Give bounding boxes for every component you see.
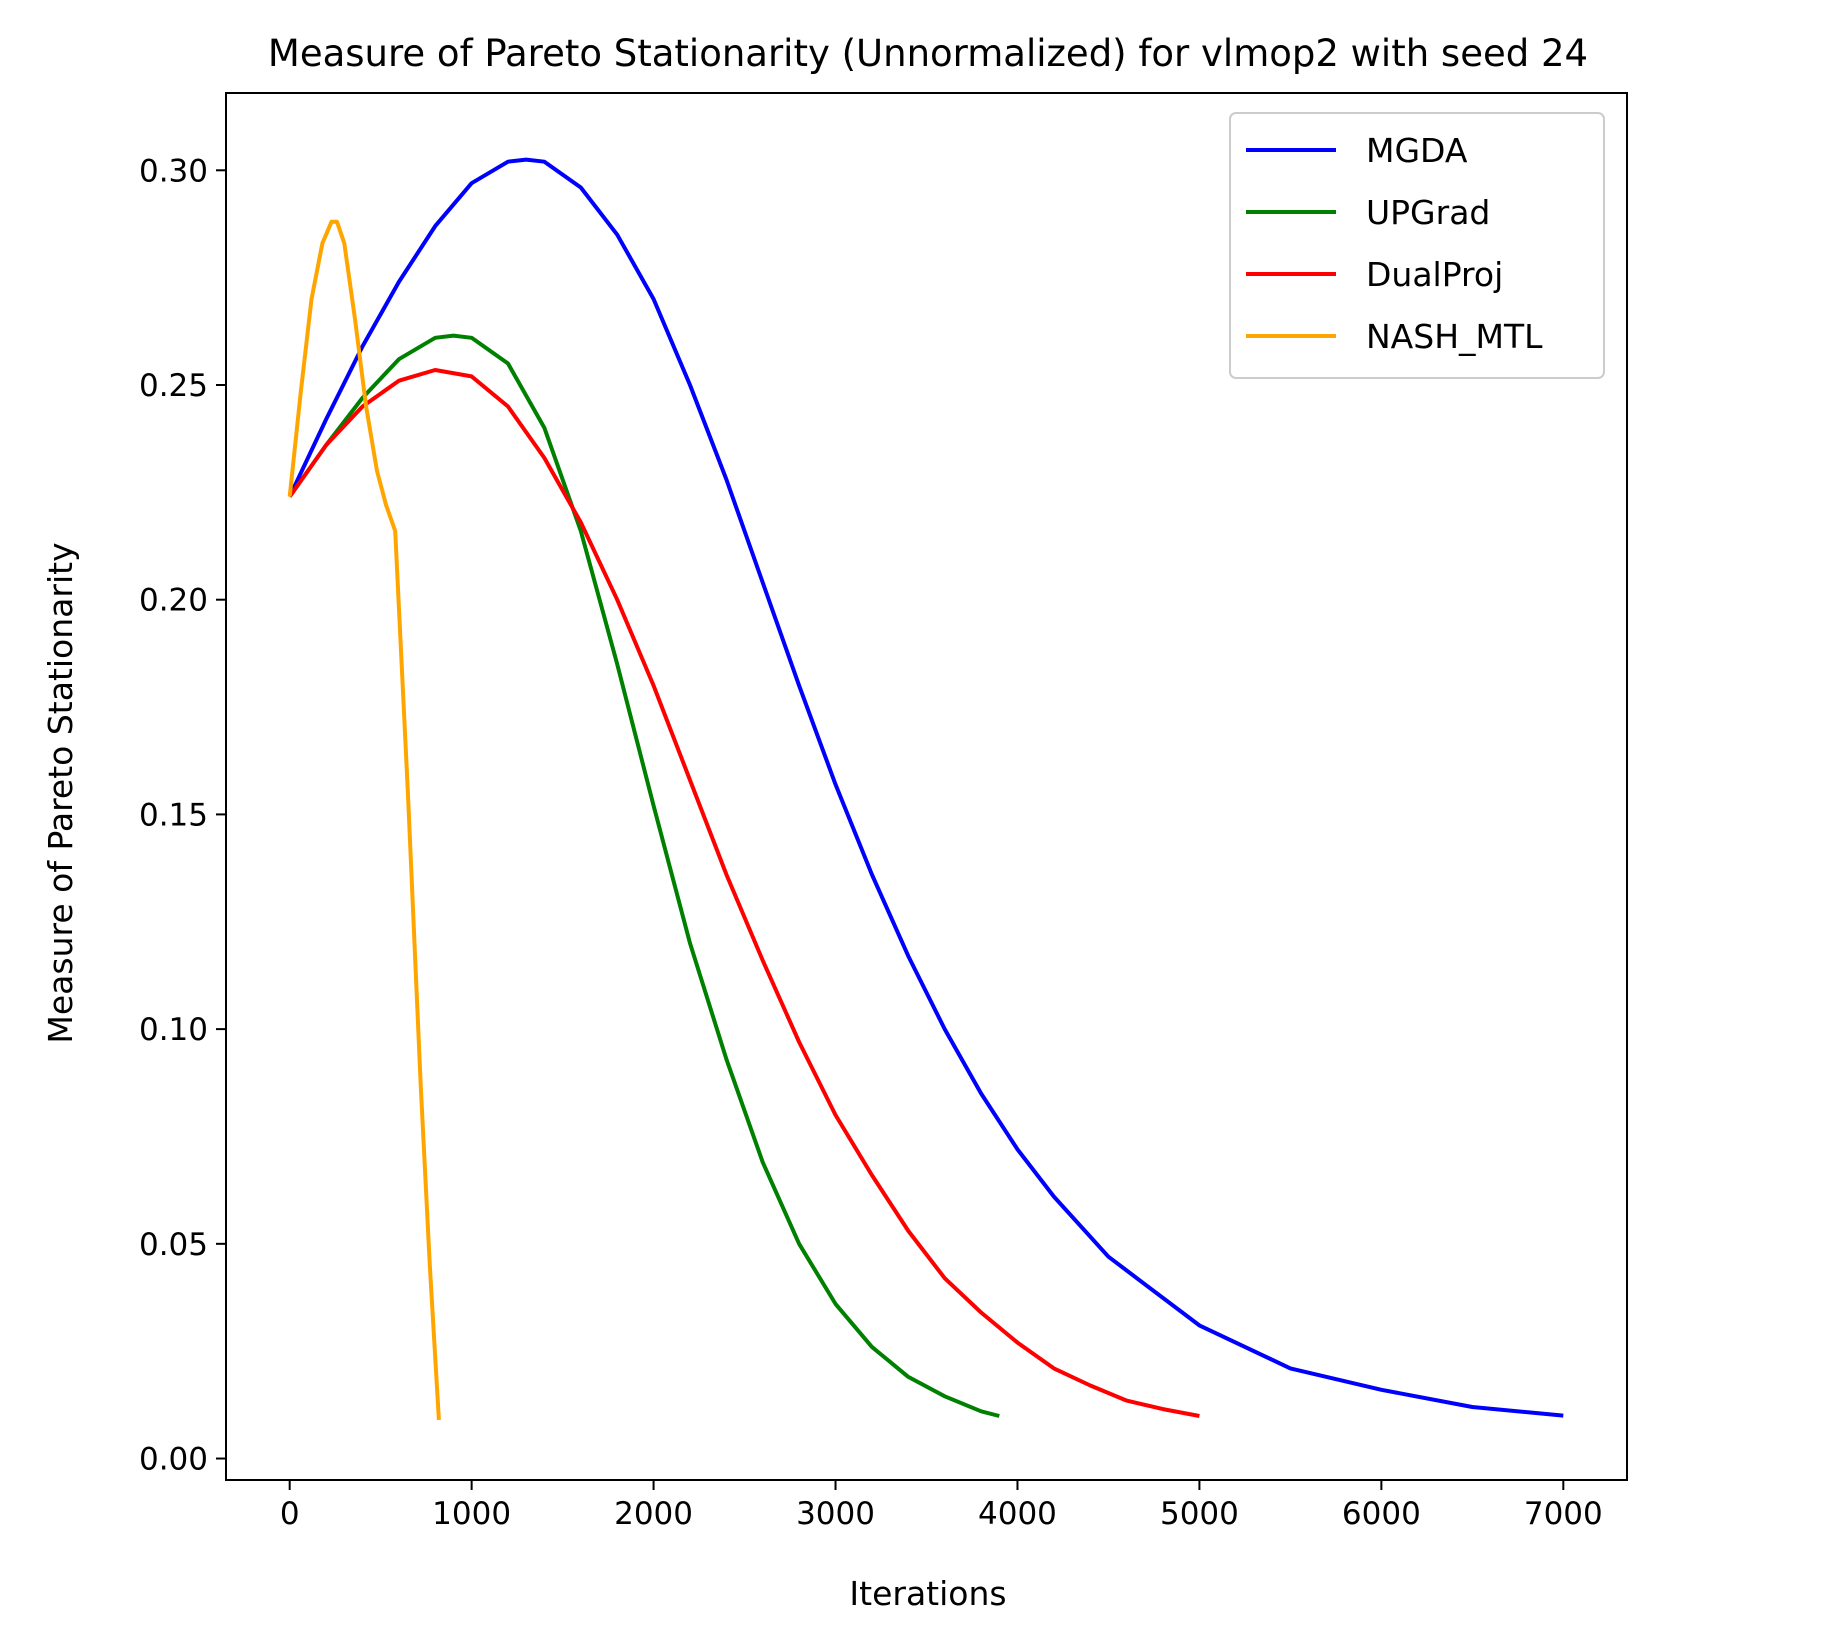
x-tick-label: 1000	[432, 1496, 511, 1532]
y-tick-label: 0.25	[139, 368, 208, 404]
y-tick-label: 0.05	[139, 1227, 208, 1263]
y-tick-label: 0.30	[139, 153, 208, 189]
legend-label: NASH_MTL	[1366, 317, 1543, 356]
series-line-upgrad	[288, 333, 1000, 1418]
x-tick-label: 3000	[796, 1496, 875, 1532]
x-tick-label: 0	[280, 1496, 300, 1532]
x-axis-label: Iterations	[849, 1574, 1006, 1613]
y-tick-label: 0.00	[139, 1442, 208, 1478]
x-tick-label: 7000	[1524, 1496, 1603, 1532]
series-line-dualproj	[288, 368, 1200, 1418]
y-tick-label: 0.10	[139, 1012, 208, 1048]
plot-area	[225, 92, 1628, 1481]
y-axis-label: Measure of Pareto Stationarity	[41, 542, 80, 1043]
y-tick-label: 0.20	[139, 583, 208, 619]
y-tick-label: 0.15	[139, 797, 208, 833]
series-lines	[287, 157, 1564, 1421]
x-tick-label: 2000	[614, 1496, 693, 1532]
legend-label: MGDA	[1366, 131, 1468, 170]
x-tick-label: 5000	[1160, 1496, 1239, 1532]
chart-title: Measure of Pareto Stationarity (Unnormal…	[268, 32, 1588, 75]
x-tick-label: 6000	[1342, 1496, 1421, 1532]
legend-box	[1229, 112, 1605, 379]
axis-ticks: 0 1000 2000 3000 4000 5000 6000 7000 0.00 0.05 0.1…	[139, 153, 1603, 1532]
series-line-mgda	[287, 157, 1564, 1418]
x-tick-label: 4000	[978, 1496, 1057, 1532]
legend-label: UPGrad	[1366, 193, 1490, 232]
axes-frame	[225, 92, 1628, 1481]
legend: MGDA UPGrad DualProj NASH_MTL	[1229, 112, 1605, 379]
legend-label: DualProj	[1366, 255, 1503, 294]
series-line-nash-mtl	[287, 219, 441, 1421]
